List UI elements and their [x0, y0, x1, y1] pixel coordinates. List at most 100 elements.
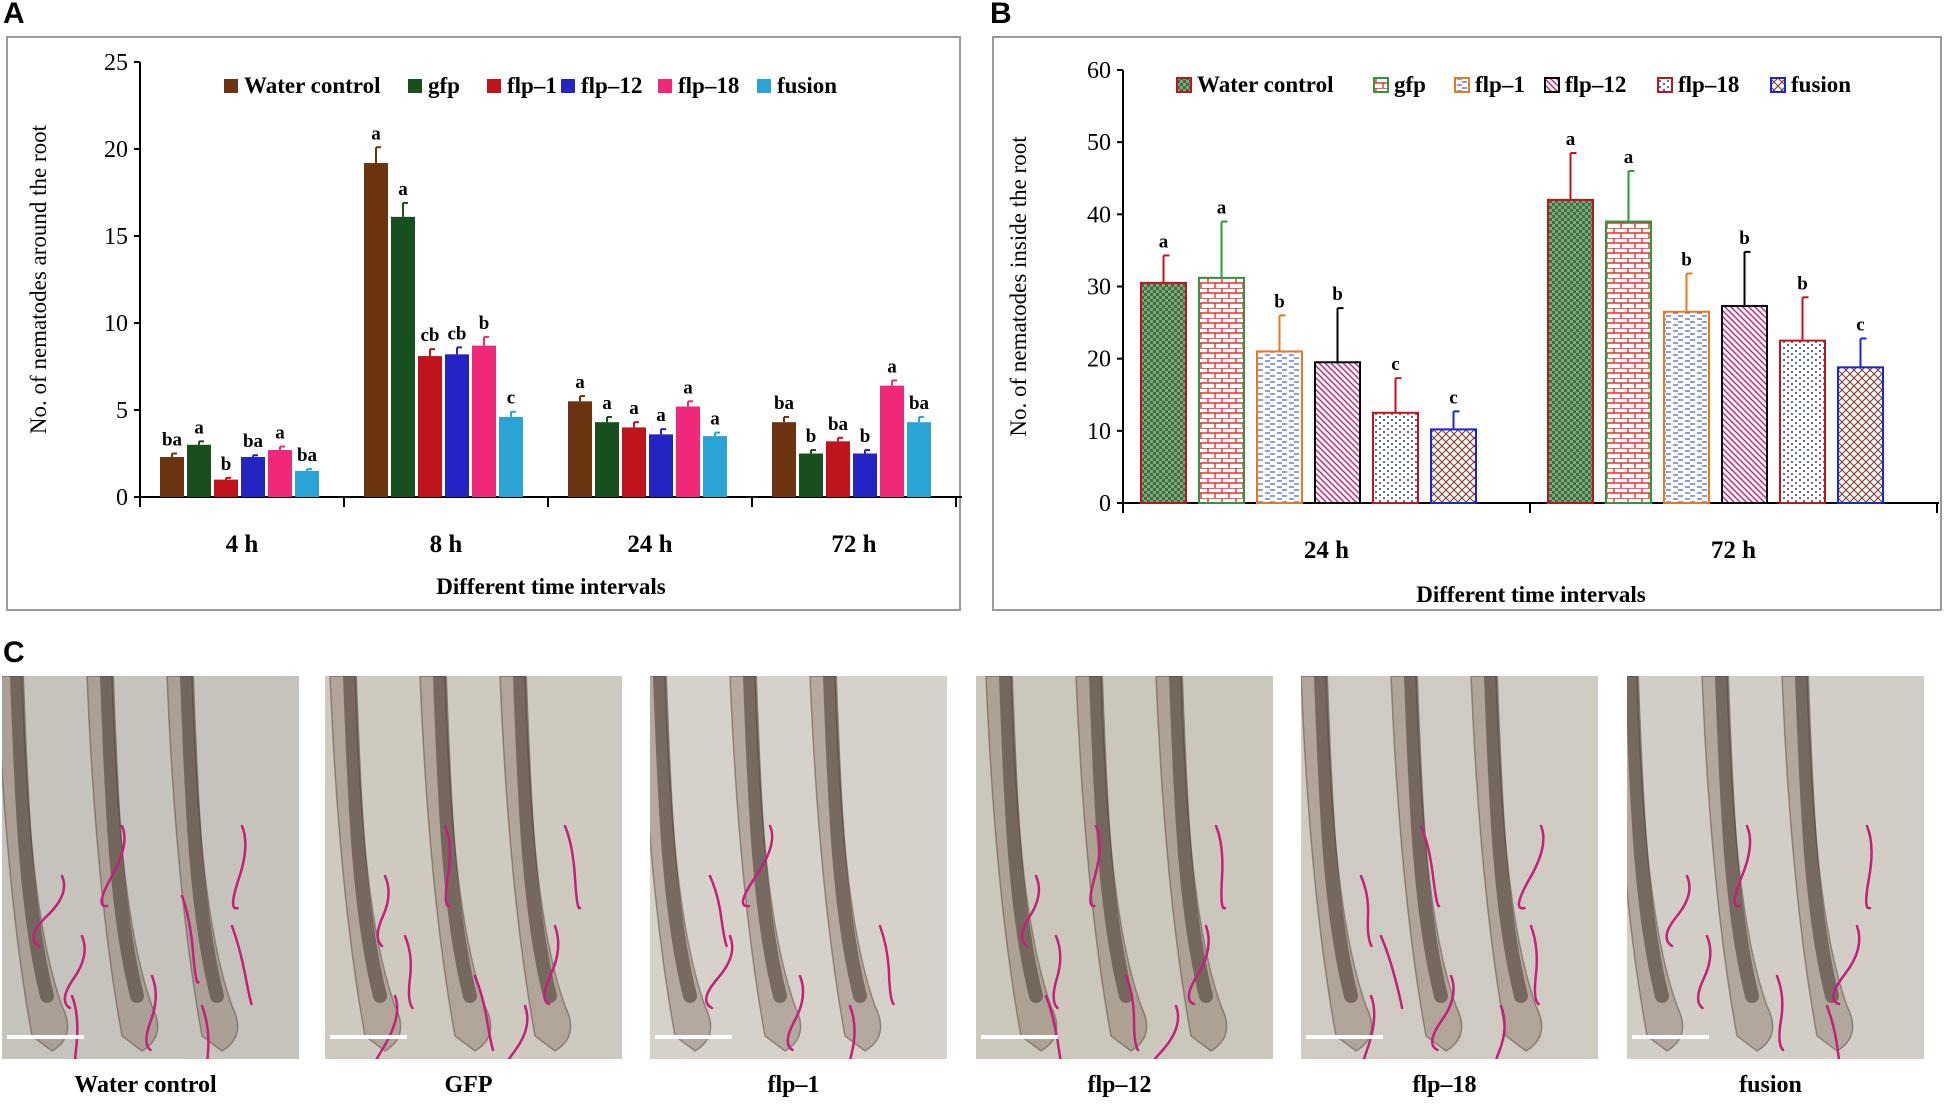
significance-letter: ba: [774, 393, 795, 414]
bar: [907, 422, 931, 497]
significance-letter: ba: [828, 414, 849, 435]
legend-swatch: [1770, 77, 1786, 93]
nematode: [705, 934, 734, 1010]
panel-label-a: A: [3, 0, 25, 30]
legend-label: flp–1: [1475, 72, 1525, 97]
y-tick-label: 20: [1087, 347, 1111, 373]
bar: [1663, 310, 1710, 504]
nematode: [1089, 824, 1101, 908]
x-category-label: 72 h: [1711, 537, 1756, 564]
root-photo: [650, 676, 947, 1059]
nematode: [1431, 974, 1455, 1052]
root-photo: [2, 676, 299, 1059]
nematode: [1419, 824, 1441, 908]
legend-label: fusion: [1791, 72, 1851, 97]
x-axis-title: Different time intervals: [1416, 582, 1646, 607]
x-category-label: 4 h: [226, 531, 259, 558]
significance-letter: ba: [909, 393, 930, 414]
root-stele: [1169, 676, 1213, 1003]
nematode: [1775, 974, 1785, 1052]
nematode: [231, 824, 247, 910]
photo-label: flp–1: [767, 1072, 820, 1098]
legend-swatch: [1373, 77, 1389, 93]
nematode: [1665, 874, 1691, 948]
nematode: [1021, 874, 1041, 948]
root-photo: [325, 676, 622, 1059]
significance-letter: b: [1739, 228, 1750, 249]
nematode: [1517, 824, 1545, 910]
significance-letter: a: [1624, 147, 1634, 168]
y-tick-label: 10: [104, 311, 128, 337]
bar: [853, 453, 877, 497]
nematode: [708, 874, 728, 948]
root-stele: [999, 676, 1043, 1003]
significance-letter: c: [1391, 354, 1399, 375]
nematode: [32, 874, 66, 948]
bar: [1430, 428, 1477, 505]
root-stele: [100, 676, 144, 1003]
bar: [1721, 304, 1768, 504]
legend-label: flp–12: [581, 73, 642, 98]
x-category-label: 24 h: [1304, 537, 1349, 564]
nematode: [145, 974, 157, 1052]
bar: [649, 434, 673, 497]
significance-letter: b: [1797, 273, 1808, 294]
scale-bar: [981, 1035, 1058, 1039]
nematode: [1044, 994, 1062, 1059]
significance-letter: c: [1856, 314, 1864, 335]
significance-letter: a: [575, 372, 585, 393]
nematode: [1379, 934, 1404, 1010]
bar: [1198, 276, 1245, 504]
legend-swatch: [757, 79, 771, 93]
y-tick-label: 15: [104, 224, 128, 250]
significance-letter: a: [656, 405, 666, 426]
chart-b-nematodes-inside-root: 0 10 20 30 40 50 60 24 h 72 h a a a a b b b b c b c c Water c…: [992, 36, 1942, 611]
y-tick-label: 20: [104, 137, 128, 163]
nematode: [1359, 874, 1373, 948]
root-stele: [180, 676, 224, 1003]
y-tick-label: 5: [116, 398, 128, 424]
panel-label-b: B: [990, 0, 1012, 30]
significance-letter: c: [507, 388, 515, 409]
nematode: [1214, 824, 1227, 910]
legend-swatch: [487, 79, 501, 93]
bar: [676, 406, 700, 497]
bar: [622, 427, 646, 497]
bar: [268, 450, 292, 497]
nematode: [741, 824, 774, 908]
bar: [391, 216, 415, 498]
panel-label-c: C: [3, 636, 25, 669]
root-stele: [823, 676, 867, 1003]
scale-bar: [1632, 1035, 1709, 1039]
y-tick-label: 0: [1099, 491, 1111, 517]
legend-swatch: [1544, 77, 1560, 93]
bar: [187, 444, 211, 497]
nematode: [1832, 924, 1861, 1006]
significance-letter: a: [1566, 129, 1576, 150]
photo-label: flp–18: [1412, 1072, 1477, 1098]
photo-label: Water control: [74, 1072, 217, 1098]
legend-label: fusion: [777, 73, 837, 98]
nematode: [63, 934, 86, 1010]
nematode: [200, 1004, 210, 1059]
root-stele: [1089, 676, 1133, 1003]
significance-letter: a: [371, 123, 381, 144]
root-stele: [1484, 676, 1528, 1003]
significance-letter: ba: [162, 430, 183, 451]
bar: [418, 356, 442, 497]
nematode: [1052, 934, 1062, 1010]
root-stele: [1627, 676, 1669, 1003]
bar: [1779, 339, 1826, 504]
root-photo-illustration: [1301, 676, 1545, 1059]
significance-letter: b: [221, 454, 232, 475]
significance-letter: cb: [421, 325, 440, 346]
y-tick-label: 30: [1087, 275, 1111, 301]
y-tick-label: 60: [1087, 58, 1111, 84]
legend-label: Water control: [244, 73, 380, 98]
nematode: [180, 894, 200, 984]
significance-letter: a: [602, 393, 612, 414]
bar: [1140, 281, 1187, 504]
bar: [295, 470, 319, 497]
root-stele: [1795, 676, 1839, 1003]
